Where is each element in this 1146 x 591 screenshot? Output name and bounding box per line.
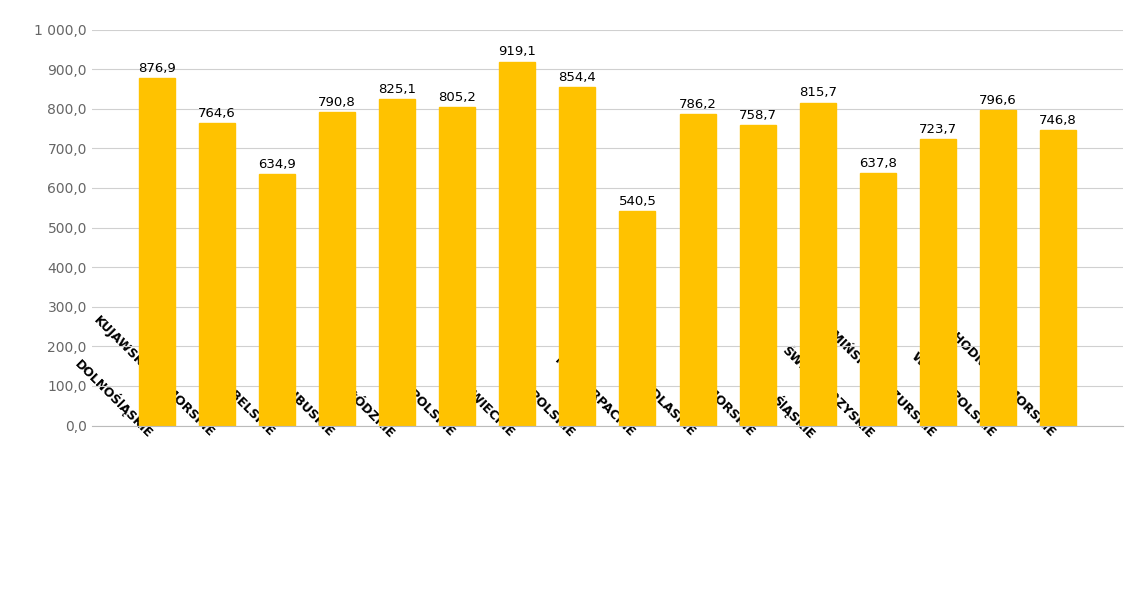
Text: 746,8: 746,8	[1039, 113, 1077, 126]
Text: 815,7: 815,7	[799, 86, 837, 99]
Bar	[680, 114, 715, 426]
Bar	[559, 87, 596, 426]
Text: 854,4: 854,4	[558, 71, 596, 84]
Bar	[139, 78, 174, 426]
Text: 634,9: 634,9	[258, 158, 296, 171]
Bar	[619, 212, 656, 426]
Text: 805,2: 805,2	[438, 90, 476, 103]
Bar	[1041, 130, 1076, 426]
Text: 919,1: 919,1	[499, 46, 536, 59]
Text: 723,7: 723,7	[919, 123, 957, 136]
Bar	[198, 123, 235, 426]
Text: 786,2: 786,2	[678, 98, 716, 111]
Bar	[920, 139, 956, 426]
Bar	[800, 102, 835, 426]
Text: 876,9: 876,9	[138, 62, 175, 75]
Bar	[739, 125, 776, 426]
Bar	[319, 112, 355, 426]
Text: 758,7: 758,7	[739, 109, 777, 122]
Text: 790,8: 790,8	[319, 96, 355, 109]
Bar	[439, 107, 476, 426]
Bar	[860, 173, 896, 426]
Text: 540,5: 540,5	[619, 196, 657, 209]
Text: 825,1: 825,1	[378, 83, 416, 96]
Bar	[980, 110, 1017, 426]
Bar	[379, 99, 415, 426]
Text: 796,6: 796,6	[979, 94, 1017, 107]
Text: 764,6: 764,6	[198, 106, 236, 119]
Bar	[500, 61, 535, 426]
Text: 637,8: 637,8	[858, 157, 897, 170]
Bar	[259, 174, 295, 426]
